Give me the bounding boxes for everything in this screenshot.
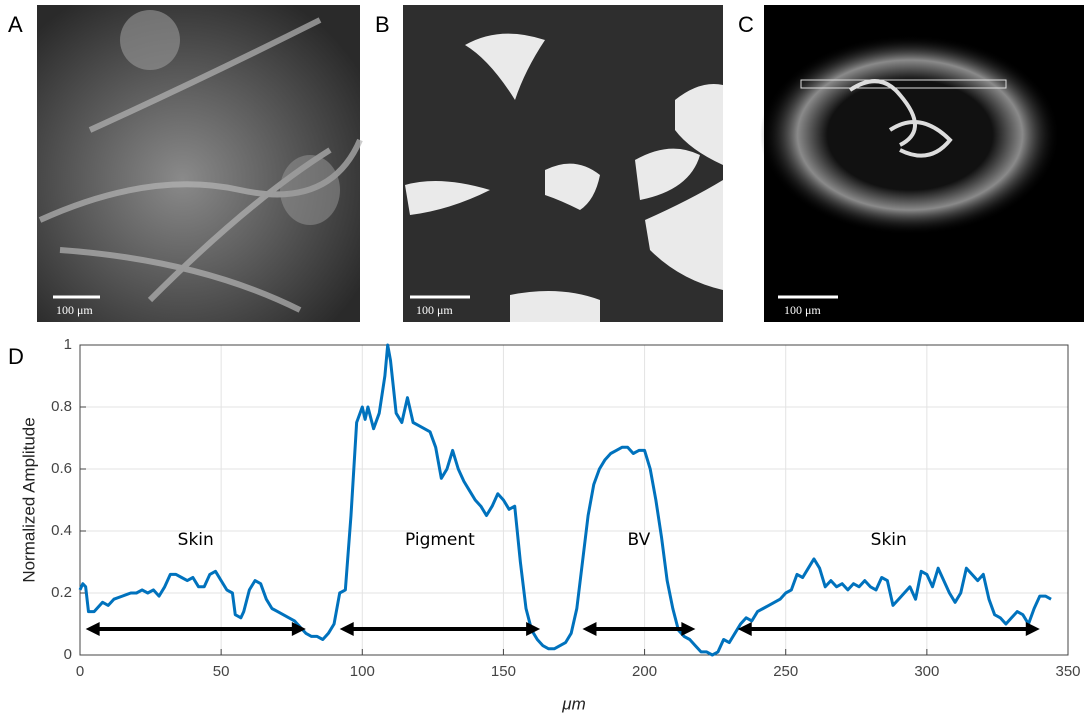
y-tick-label: 1 <box>64 336 72 353</box>
plot-area <box>80 345 1068 655</box>
panel-label: C <box>738 12 754 37</box>
y-axis-label: Normalized Amplitude <box>19 417 38 582</box>
x-tick-label: 50 <box>213 663 230 680</box>
scale-bar-label: 100 μm <box>416 303 453 317</box>
annotation: Skin <box>178 530 214 550</box>
page: {"panels": [ {"label": "A", "scale_bar":… <box>0 0 1092 717</box>
panel-label: B <box>375 12 390 37</box>
panel-label: D <box>8 344 24 369</box>
scale-bar-label: 100 μm <box>784 303 821 317</box>
x-tick-label: 0 <box>76 663 84 680</box>
x-tick-label: 250 <box>773 663 798 680</box>
y-tick-label: 0.6 <box>51 460 72 477</box>
annotation: Pigment <box>405 530 475 550</box>
x-tick-label: 300 <box>914 663 939 680</box>
texture <box>120 10 180 70</box>
y-tick-label: 0.4 <box>51 522 72 539</box>
panel-label: A <box>8 12 23 37</box>
x-tick-label: 100 <box>350 663 375 680</box>
x-tick-label: 150 <box>491 663 516 680</box>
panel-c: C 100 μm <box>738 5 1084 322</box>
x-tick-label: 200 <box>632 663 657 680</box>
figure: A 100 μm B 100 μm C 100 μm D μm Normaliz… <box>0 0 1092 717</box>
annotation: Skin <box>871 530 907 550</box>
x-axis-label: μm <box>561 694 585 713</box>
texture <box>280 155 340 225</box>
panel-b: B 100 μm <box>375 5 723 322</box>
x-tick-label: 350 <box>1055 663 1080 680</box>
panel-a: A 100 μm <box>8 5 360 322</box>
y-tick-label: 0 <box>64 646 72 663</box>
y-tick-label: 0.8 <box>51 398 72 415</box>
scale-bar-label: 100 μm <box>56 303 93 317</box>
y-tick-label: 0.2 <box>51 584 72 601</box>
annotation: BV <box>628 530 651 550</box>
